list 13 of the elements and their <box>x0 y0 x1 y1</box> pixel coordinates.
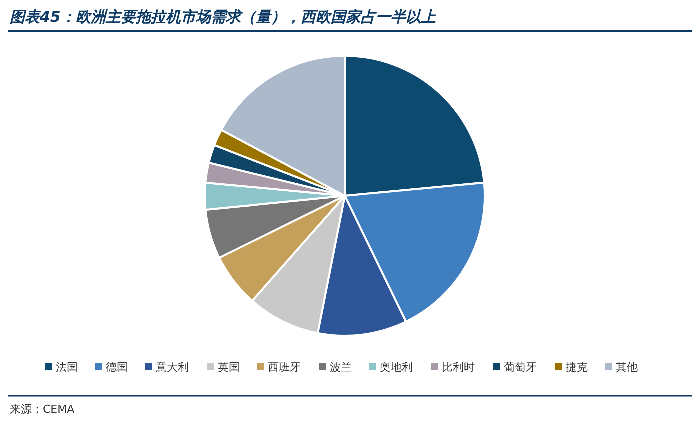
legend-label: 德国 <box>106 361 128 374</box>
legend-label: 比利时 <box>442 361 475 374</box>
source-note: 来源：CEMA <box>10 403 76 416</box>
legend-label: 捷克 <box>566 361 588 374</box>
legend-label: 英国 <box>218 361 240 374</box>
legend-label: 葡萄牙 <box>504 361 537 374</box>
legend-label: 其他 <box>616 361 638 374</box>
legend-label: 波兰 <box>330 361 352 374</box>
chart-title: 图表45：欧洲主要拖拉机市场需求（量），西欧国家占一半以上 <box>10 8 437 26</box>
legend-label: 意大利 <box>155 361 189 374</box>
legend-label: 法国 <box>56 361 78 374</box>
legend-label: 西班牙 <box>268 361 301 374</box>
legend-label: 奥地利 <box>380 361 413 374</box>
